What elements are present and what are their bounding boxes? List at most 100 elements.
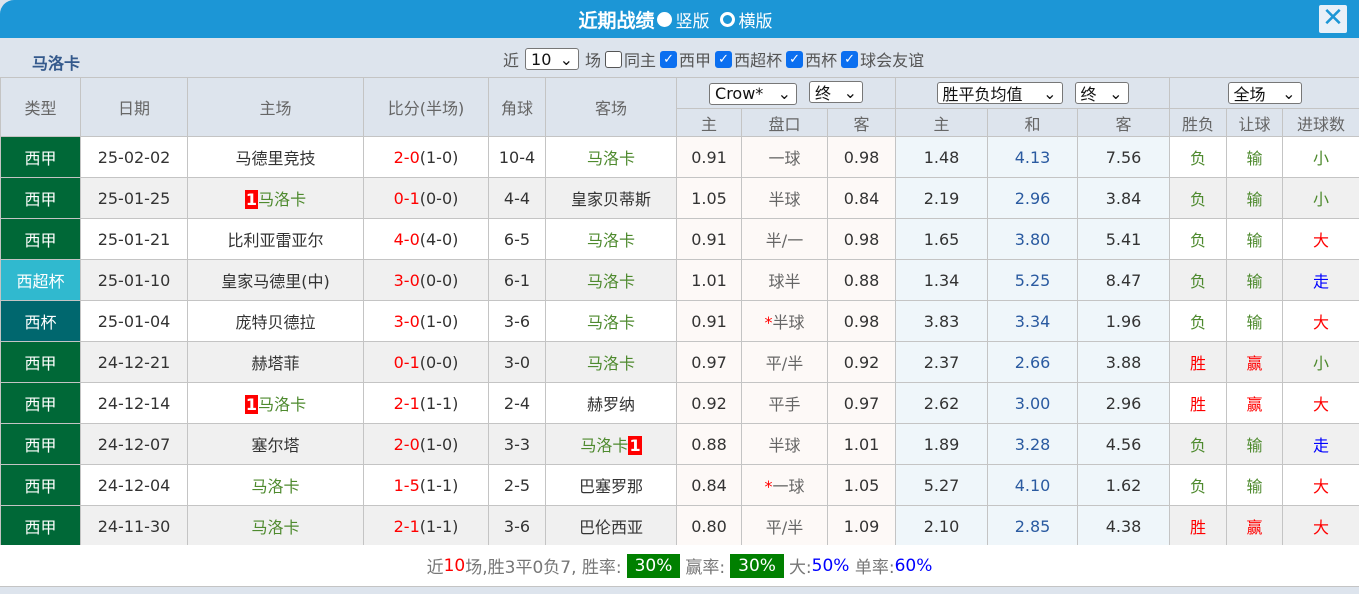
asia-away-odds: 0.98 [826,136,897,178]
table-row[interactable]: 西甲 24-12-14 1马洛卡 2-1(1-1) 2-4 赫罗纳 0.92 平… [0,382,1359,424]
euro-away-odds: 2.96 [1077,382,1171,424]
euro-time-select[interactable]: 终 ⌄ [1074,82,1129,104]
view-vertical-label[interactable]: 竖版 [675,11,710,32]
score[interactable]: 2-0(1-0) [363,136,489,178]
league-type[interactable]: 西甲 [0,177,81,219]
away-team[interactable]: 巴塞罗那 [545,464,677,506]
league-type[interactable]: 西甲 [0,136,81,178]
score[interactable]: 0-1(0-0) [363,177,489,219]
view-horizontal-label[interactable]: 横版 [738,11,773,32]
scope-select[interactable]: 全场 ⌄ [1227,82,1302,104]
asia-home-odds: 0.80 [676,505,742,547]
result-wl: 负 [1169,177,1228,219]
euro-draw-odds: 4.13 [987,136,1079,178]
home-team[interactable]: 马德里竞技 [187,136,364,178]
league-type[interactable]: 西甲 [0,423,81,465]
subheader: 盘口 [741,108,828,137]
match-date: 24-12-21 [80,341,188,383]
result-handicap: 输 [1226,218,1284,260]
table-row[interactable]: 西甲 25-01-25 1马洛卡 0-1(0-0) 4-4 皇家贝蒂斯 1.05… [0,177,1359,219]
corners: 3-6 [488,505,546,547]
result-handicap: 赢 [1226,382,1284,424]
table-row[interactable]: 西甲 24-12-21 赫塔菲 0-1(0-0) 3-0 马洛卡 0.97 平/… [0,341,1359,383]
euro-draw-odds: 2.85 [987,505,1079,547]
league-label: 西超杯 [734,51,783,70]
league-checkbox[interactable]: ✓ [786,50,804,68]
match-date: 25-01-25 [80,177,188,219]
away-team[interactable]: 马洛卡 [545,259,677,301]
league-type[interactable]: 西甲 [0,341,81,383]
corners: 4-4 [488,177,546,219]
home-team[interactable]: 塞尔塔 [187,423,364,465]
away-team[interactable]: 马洛卡 [545,136,677,178]
away-team[interactable]: 巴伦西亚 [545,505,677,547]
away-team[interactable]: 马洛卡 [545,218,677,260]
table-row[interactable]: 西甲 24-11-30 马洛卡 2-1(1-1) 3-6 巴伦西亚 0.80 平… [0,505,1359,547]
away-team[interactable]: 皇家贝蒂斯 [545,177,677,219]
euro-draw-odds: 2.96 [987,177,1079,219]
filter-bar: 马洛卡 近 10 ⌄ 场 同主 ✓ 西甲 ✓ 西超杯 ✓ 西杯 ✓ 球会友谊 [0,38,1359,77]
close-icon[interactable]: ✕ [1319,5,1347,33]
table-row[interactable]: 西超杯 25-01-10 皇家马德里(中) 3-0(0-0) 6-1 马洛卡 1… [0,259,1359,301]
score[interactable]: 3-0(0-0) [363,259,489,301]
home-team[interactable]: 1马洛卡 [187,177,364,219]
league-label: 西甲 [679,51,712,70]
euro-type-select[interactable]: 胜平负均值 ⌄ [936,82,1063,104]
away-team[interactable]: 赫罗纳 [545,382,677,424]
asia-home-odds: 0.88 [676,423,742,465]
away-team[interactable]: 马洛卡 [545,341,677,383]
radio-horizontal[interactable] [719,11,735,27]
table-row[interactable]: 西杯 25-01-04 庞特贝德拉 3-0(1-0) 3-6 马洛卡 0.91 … [0,300,1359,342]
home-team[interactable]: 比利亚雷亚尔 [187,218,364,260]
radio-vertical[interactable] [656,11,672,27]
away-team[interactable]: 马洛卡1 [545,423,677,465]
euro-away-odds: 7.56 [1077,136,1171,178]
result-goals: 走 [1282,259,1359,301]
league-type[interactable]: 西甲 [0,218,81,260]
league-checkbox[interactable]: ✓ [660,50,678,68]
league-type[interactable]: 西杯 [0,300,81,342]
score[interactable]: 2-1(1-1) [363,382,489,424]
league-type[interactable]: 西甲 [0,464,81,506]
table-row[interactable]: 西甲 24-12-04 马洛卡 1-5(1-1) 2-5 巴塞罗那 0.84 *… [0,464,1359,506]
count-select[interactable]: 10 ⌄ [525,48,580,70]
home-team[interactable]: 庞特贝德拉 [187,300,364,342]
euro-draw-odds: 2.66 [987,341,1079,383]
score[interactable]: 0-1(0-0) [363,341,489,383]
score[interactable]: 2-1(1-1) [363,505,489,547]
chevron-down-icon: ⌄ [777,84,792,104]
handicap: 平/半 [741,505,828,547]
home-team[interactable]: 1马洛卡 [187,382,364,424]
asia-away-odds: 0.88 [826,259,897,301]
home-team[interactable]: 赫塔菲 [187,341,364,383]
table-row[interactable]: 西甲 25-01-21 比利亚雷亚尔 4-0(4-0) 6-5 马洛卡 0.91… [0,218,1359,260]
league-checkbox[interactable]: ✓ [715,50,733,68]
league-checkbox[interactable]: ✓ [841,50,859,68]
league-type[interactable]: 西甲 [0,505,81,547]
home-team[interactable]: 马洛卡 [187,464,364,506]
result-goals: 小 [1282,177,1359,219]
handicap: *一球 [741,464,828,506]
score[interactable]: 4-0(4-0) [363,218,489,260]
table-row[interactable]: 西甲 25-02-02 马德里竞技 2-0(1-0) 10-4 马洛卡 0.91… [0,136,1359,178]
home-team[interactable]: 马洛卡 [187,505,364,547]
away-team[interactable]: 马洛卡 [545,300,677,342]
result-goals: 大 [1282,464,1359,506]
match-date: 25-01-10 [80,259,188,301]
league-label: 球会友谊 [860,51,925,70]
subheader: 让球 [1226,108,1284,137]
header-date: 日期 [80,77,188,137]
score[interactable]: 1-5(1-1) [363,464,489,506]
league-type[interactable]: 西甲 [0,382,81,424]
result-wl: 负 [1169,300,1228,342]
same-home-checkbox[interactable] [605,50,623,68]
asia-away-odds: 0.92 [826,341,897,383]
score[interactable]: 2-0(1-0) [363,423,489,465]
score[interactable]: 3-0(1-0) [363,300,489,342]
league-type[interactable]: 西超杯 [0,259,81,301]
home-team[interactable]: 皇家马德里(中) [187,259,364,301]
company-select[interactable]: Crow* ⌄ [709,82,798,105]
header-corner: 角球 [488,77,546,137]
asia-time-select[interactable]: 终 ⌄ [809,81,864,104]
table-row[interactable]: 西甲 24-12-07 塞尔塔 2-0(1-0) 3-3 马洛卡1 0.88 半… [0,423,1359,465]
